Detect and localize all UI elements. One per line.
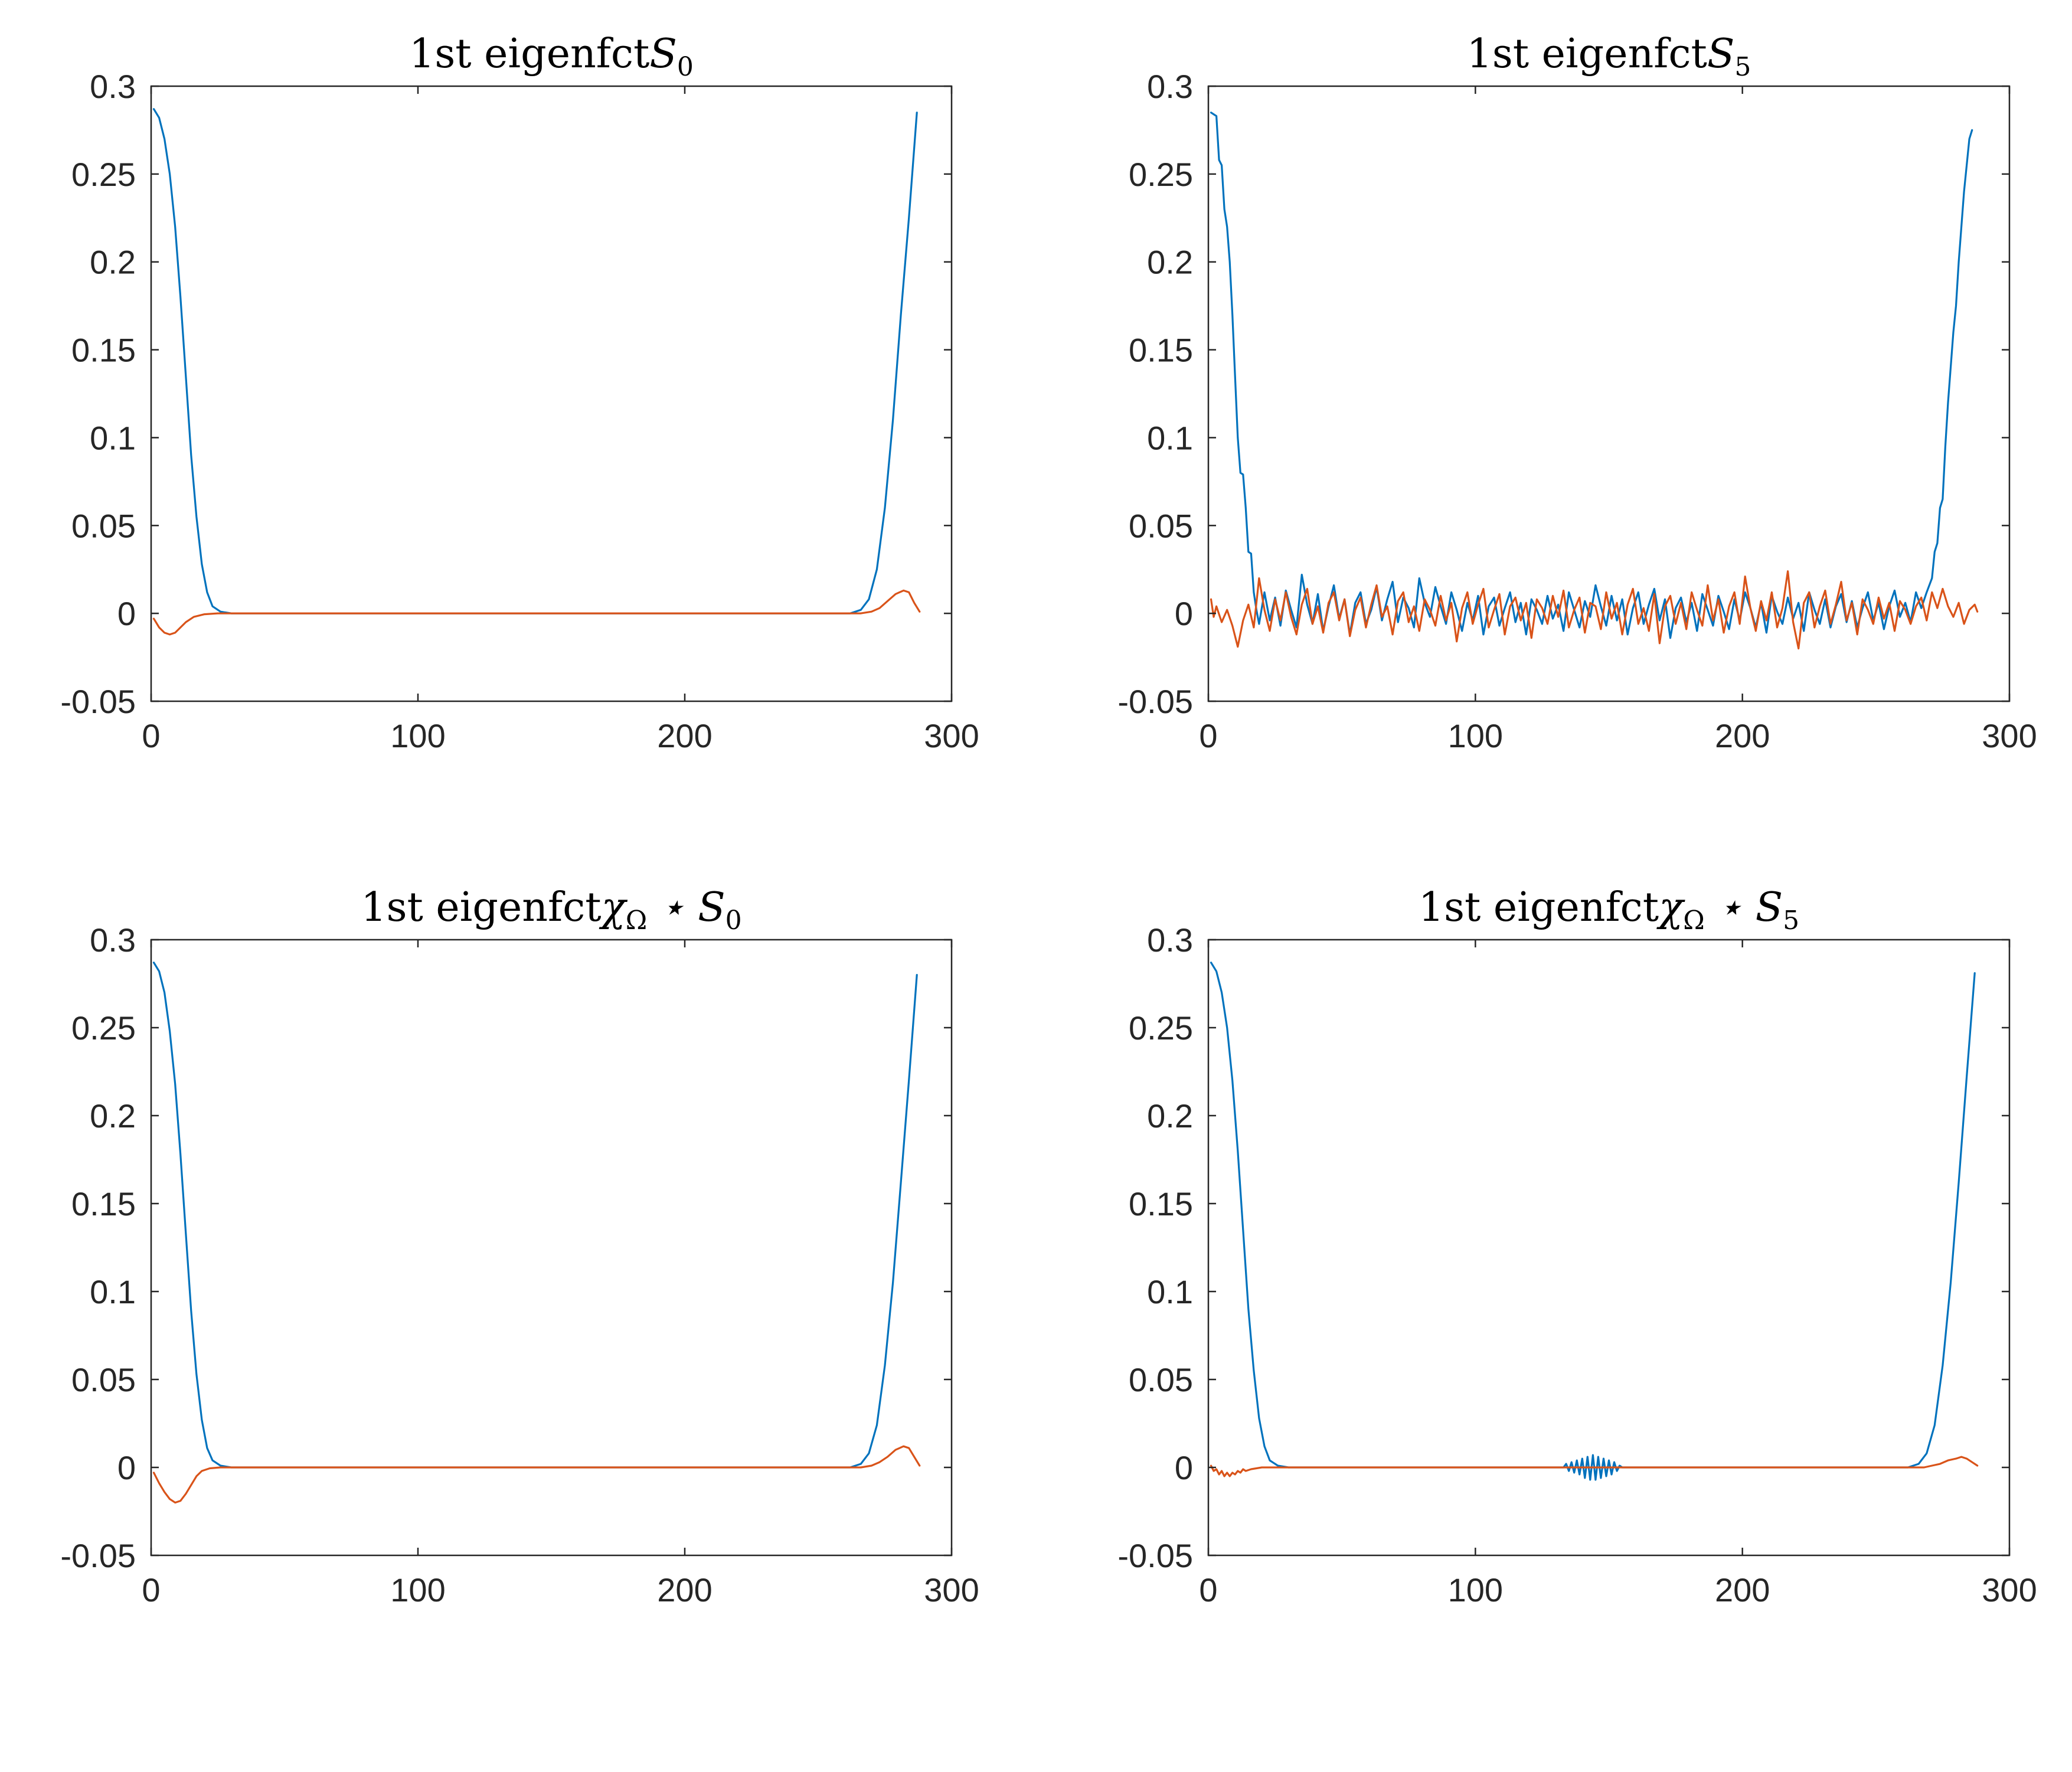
subplot-2: 0 100 200 300-0.0500.050.10.150.20.250.31st… bbox=[1117, 31, 2037, 754]
title-part: Ω bbox=[1683, 905, 1704, 936]
title-part: 1st eigenfct bbox=[1467, 31, 1707, 77]
y-tick-label: 0.1 bbox=[90, 419, 136, 456]
axes-box bbox=[150, 939, 953, 1557]
y-tick-label: 0.05 bbox=[1129, 1361, 1193, 1398]
x-tick-label: 200 bbox=[657, 717, 712, 754]
title-part: S bbox=[649, 31, 677, 77]
y-tick-label: -0.05 bbox=[60, 683, 136, 720]
title-part: 5 bbox=[1783, 905, 1799, 936]
subplot-1: 0 100 200 300-0.0500.050.10.150.20.250.31st… bbox=[60, 31, 979, 754]
y-tick-label: 0.2 bbox=[1147, 244, 1193, 281]
title-part: χ bbox=[1656, 884, 1685, 931]
y-tick-label: -0.05 bbox=[1117, 683, 1193, 720]
plot-area bbox=[1208, 86, 2009, 701]
y-tick-label: 0 bbox=[117, 1449, 136, 1486]
subplot-title: 1st eigenfctS5 bbox=[1467, 31, 1751, 82]
series-line-2 bbox=[1210, 1456, 1979, 1477]
x-tick-label: 200 bbox=[1715, 717, 1770, 754]
axes-box bbox=[1207, 85, 2011, 702]
y-tick-label: 0.15 bbox=[1129, 1185, 1193, 1222]
y-tick-label: 0.05 bbox=[1129, 507, 1193, 544]
title-part: ⋆ S bbox=[1705, 884, 1783, 931]
x-tick-label: 200 bbox=[1715, 1571, 1770, 1608]
y-tick-label: 0.3 bbox=[1147, 68, 1193, 105]
subplot-3: 0 100 200 300-0.0500.050.10.150.20.250.31st… bbox=[60, 884, 979, 1608]
title-part: 1st eigenfct bbox=[409, 31, 649, 77]
x-tick-label: 100 bbox=[390, 1571, 445, 1608]
title-part: 0 bbox=[725, 905, 742, 936]
subplot-title: 1st eigenfctχΩ ⋆ S5 bbox=[1419, 884, 1799, 936]
y-tick-label: 0.25 bbox=[71, 1009, 136, 1047]
y-tick-label: 0.25 bbox=[71, 156, 136, 193]
y-tick-label: 0.3 bbox=[90, 921, 136, 959]
x-tick-label: 300 bbox=[924, 1571, 979, 1608]
x-tick-label: 300 bbox=[924, 717, 979, 754]
x-tick-label: 0 bbox=[142, 1571, 160, 1608]
y-tick-label: -0.05 bbox=[60, 1537, 136, 1574]
title-part: Ω bbox=[626, 905, 647, 936]
series-line-1 bbox=[1210, 112, 1973, 639]
y-tick-label: 0.1 bbox=[1147, 419, 1193, 456]
y-tick-label: 0 bbox=[117, 595, 136, 632]
x-tick-label: 300 bbox=[1982, 1571, 2037, 1608]
title-part: ⋆ S bbox=[647, 884, 725, 931]
title-part: S bbox=[1707, 31, 1735, 77]
y-tick-label: 0.3 bbox=[90, 68, 136, 105]
y-tick-label: 0.1 bbox=[90, 1273, 136, 1310]
subplot-title: 1st eigenfctS0 bbox=[409, 31, 694, 82]
y-tick-label: 0.25 bbox=[1129, 156, 1193, 193]
axes-box bbox=[1207, 939, 2011, 1557]
y-tick-label: 0 bbox=[1175, 595, 1193, 632]
x-tick-label: 100 bbox=[1448, 717, 1503, 754]
x-tick-label: 100 bbox=[1448, 1571, 1503, 1608]
title-part: 1st eigenfct bbox=[1419, 884, 1659, 931]
title-part: 1st eigenfct bbox=[361, 884, 601, 931]
plot-area bbox=[151, 86, 952, 701]
title-part: 5 bbox=[1734, 52, 1751, 82]
series-line-2 bbox=[152, 589, 921, 636]
subplot-title: 1st eigenfctχΩ ⋆ S0 bbox=[361, 884, 741, 936]
y-tick-label: 0.3 bbox=[1147, 921, 1193, 959]
y-tick-label: 0.1 bbox=[1147, 1273, 1193, 1310]
y-tick-label: 0 bbox=[1175, 1449, 1193, 1486]
y-tick-label: 0.15 bbox=[1129, 332, 1193, 369]
title-part: 0 bbox=[677, 52, 694, 82]
y-tick-label: 0.15 bbox=[71, 332, 136, 369]
y-tick-label: 0.15 bbox=[71, 1185, 136, 1222]
x-tick-label: 300 bbox=[1982, 717, 2037, 754]
plot-area bbox=[1208, 940, 2009, 1555]
y-tick-label: -0.05 bbox=[1117, 1537, 1193, 1574]
series-line-2 bbox=[152, 1445, 921, 1504]
series-line-2 bbox=[1210, 570, 1979, 650]
title-part: χ bbox=[599, 884, 628, 931]
x-tick-label: 0 bbox=[1199, 717, 1217, 754]
axes-box bbox=[150, 85, 953, 702]
x-tick-label: 0 bbox=[142, 717, 160, 754]
y-tick-label: 0.2 bbox=[1147, 1097, 1193, 1135]
x-tick-label: 200 bbox=[657, 1571, 712, 1608]
y-tick-label: 0.2 bbox=[90, 244, 136, 281]
x-tick-label: 100 bbox=[390, 717, 445, 754]
y-tick-label: 0.25 bbox=[1129, 1009, 1193, 1047]
y-tick-label: 0.2 bbox=[90, 1097, 136, 1135]
y-tick-label: 0.05 bbox=[71, 507, 136, 544]
plot-area bbox=[151, 940, 952, 1555]
y-tick-label: 0.05 bbox=[71, 1361, 136, 1398]
subplot-4: 0 100 200 300-0.0500.050.10.150.20.250.31st… bbox=[1117, 884, 2037, 1608]
x-tick-label: 0 bbox=[1199, 1571, 1217, 1608]
